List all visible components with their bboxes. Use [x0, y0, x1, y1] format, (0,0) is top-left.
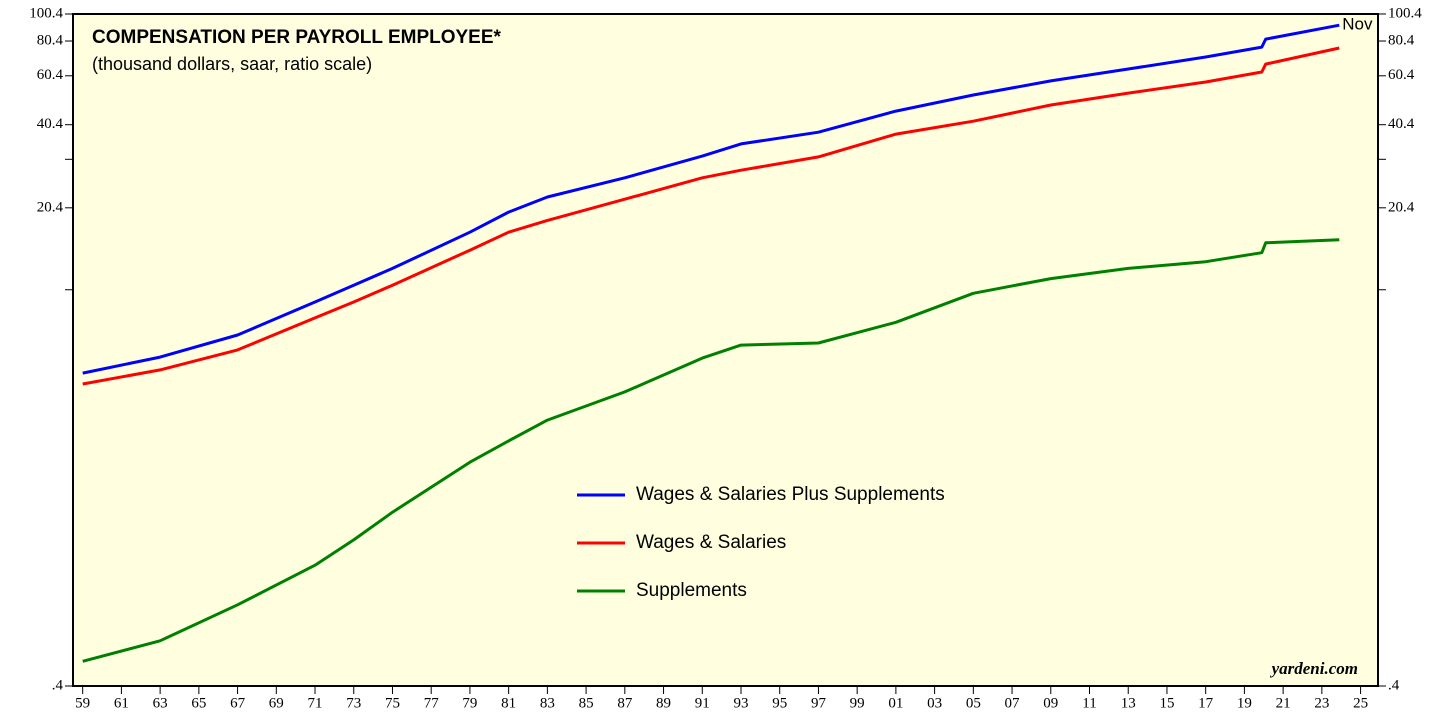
y2-tick-label: 60.4: [1388, 67, 1415, 83]
x-tick-label: 65: [191, 695, 206, 711]
x-tick-label: 73: [346, 695, 361, 711]
y2-tick-label: 100.4: [1388, 5, 1422, 21]
legend-label: Supplements: [636, 580, 747, 601]
y-tick-label: .4: [52, 677, 64, 693]
x-tick-label: 91: [695, 695, 710, 711]
y2-tick-label: 80.4: [1388, 32, 1415, 48]
y2-tick-label: 20.4: [1388, 199, 1415, 215]
x-tick-label: 99: [850, 695, 865, 711]
x-tick-label: 11: [1082, 695, 1096, 711]
x-tick-label: 23: [1314, 695, 1329, 711]
last-point-label: Nov: [1342, 15, 1373, 34]
x-tick-label: 19: [1237, 695, 1252, 711]
x-tick-label: 85: [579, 695, 594, 711]
x-tick-label: 67: [230, 695, 246, 711]
x-tick-label: 69: [269, 695, 284, 711]
x-tick-label: 93: [733, 695, 748, 711]
x-tick-label: 25: [1353, 695, 1368, 711]
x-tick-label: 77: [424, 695, 440, 711]
y2-tick-label: .4: [1388, 677, 1400, 693]
x-tick-label: 05: [966, 695, 981, 711]
y-tick-label: 20.4: [37, 199, 64, 215]
legend-label: Wages & Salaries: [636, 532, 786, 553]
x-tick-label: 61: [114, 695, 129, 711]
x-tick-label: 63: [153, 695, 168, 711]
legend-label: Wages & Salaries Plus Supplements: [636, 484, 945, 505]
x-tick-label: 59: [75, 695, 90, 711]
x-tick-label: 21: [1276, 695, 1291, 711]
chart-subtitle: (thousand dollars, saar, ratio scale): [92, 54, 372, 74]
y-tick-label: 60.4: [37, 67, 64, 83]
x-tick-label: 95: [772, 695, 787, 711]
x-tick-label: 01: [888, 695, 903, 711]
x-tick-label: 87: [617, 695, 633, 711]
y-tick-label: 40.4: [37, 116, 64, 132]
chart-title: COMPENSATION PER PAYROLL EMPLOYEE*: [92, 27, 502, 48]
y2-tick-label: 40.4: [1388, 116, 1415, 132]
x-tick-label: 03: [927, 695, 942, 711]
x-tick-label: 97: [811, 695, 827, 711]
x-tick-label: 79: [462, 695, 477, 711]
x-tick-label: 83: [540, 695, 555, 711]
x-tick-label: 13: [1121, 695, 1136, 711]
source: yardeni.com: [1270, 659, 1358, 678]
y-tick-label: 80.4: [37, 32, 64, 48]
x-tick-label: 89: [656, 695, 671, 711]
x-tick-label: 75: [385, 695, 400, 711]
series-line: [82, 23, 1340, 375]
x-tick-label: 07: [1005, 695, 1021, 711]
x-tick-label: 15: [1159, 695, 1174, 711]
x-tick-label: 09: [1043, 695, 1058, 711]
x-tick-label: 17: [1198, 695, 1214, 711]
series-line: [82, 46, 1340, 386]
y-tick-label: 100.4: [29, 5, 63, 21]
x-tick-label: 81: [501, 695, 516, 711]
series-line: [82, 238, 1340, 663]
x-tick-label: 71: [308, 695, 323, 711]
